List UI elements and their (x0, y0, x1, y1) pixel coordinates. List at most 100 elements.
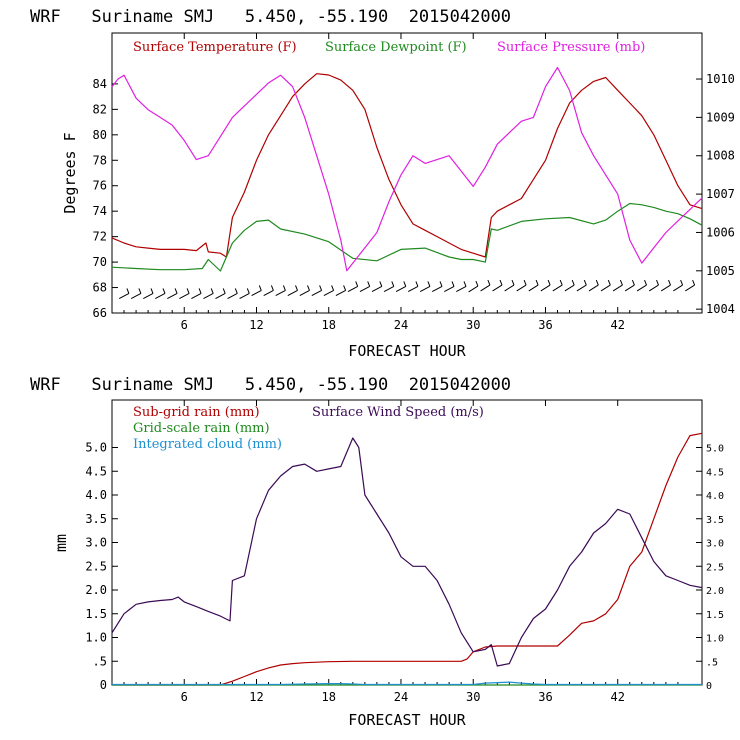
wind-barb (480, 284, 491, 292)
wind-barb (275, 289, 286, 297)
legend-grid-scale-rain: Grid-scale rain (mm) (133, 421, 270, 436)
wind-barb (600, 284, 611, 292)
wind-barb (155, 292, 166, 300)
wind-barb-flag (307, 285, 310, 291)
top-y-axis-label: Degrees F (61, 132, 79, 213)
bot-xtick-label: 6 (181, 690, 188, 704)
wind-barb-flag (523, 279, 527, 286)
wind-barb-flag (559, 279, 563, 286)
top-xtick-label: 24 (394, 318, 408, 332)
top-ytick-label: 76 (93, 179, 107, 193)
wind-barb (588, 284, 599, 292)
top-ytick-label: 66 (93, 306, 107, 320)
wind-barb-flag (186, 288, 190, 294)
wind-barb (359, 285, 370, 293)
top-ytick-label: 70 (93, 255, 107, 269)
bot-ytick-label: 1.5 (85, 607, 107, 621)
top-ytick-label: 80 (93, 128, 107, 142)
top-panel: WRF Suriname SMJ 5.450, -55.190 20150420… (30, 7, 735, 360)
integrated-cloud-line (112, 681, 702, 686)
wind-barb-flag (258, 285, 262, 291)
wind-barb (685, 284, 695, 292)
wind-barb (552, 284, 563, 292)
top-right-y-axis: 1004 1005 1006 1007 1008 1009 1010 (696, 72, 735, 316)
top-ytick-label: 68 (93, 281, 107, 295)
wind-barb-flag (391, 281, 395, 287)
wind-barb-flag (547, 279, 551, 286)
bot-y2tick-label: 2.5 (706, 562, 724, 573)
bot-ytick-label: 4.5 (85, 464, 107, 478)
wind-barb-flag (668, 279, 671, 286)
wind-barb-flag (138, 288, 142, 294)
wind-barb (299, 289, 310, 297)
bottom-y-axis-label: mm (52, 534, 70, 552)
dewpoint-line (111, 202, 703, 272)
wind-barb (251, 289, 262, 297)
legend-integrated-cloud: Integrated cloud (mm) (133, 437, 282, 452)
bot-xtick-label: 12 (249, 690, 263, 704)
bottom-series-group (111, 432, 703, 686)
wind-barb (167, 292, 178, 300)
wind-barb (528, 284, 539, 292)
wind-barb-flag (355, 281, 359, 287)
bot-xtick-label: 30 (466, 690, 480, 704)
wind-barb (673, 284, 683, 292)
top-y2tick-label: 1004 (706, 302, 735, 316)
wind-barb-flag (487, 279, 491, 286)
bot-y2tick-label: 0 (706, 681, 712, 692)
wind-barb-flag (607, 279, 611, 286)
bot-xtick-label: 18 (322, 690, 336, 704)
wind-barb (130, 292, 142, 300)
bottom-left-y-axis: 0 .5 1.0 1.5 2.0 2.5 3.0 3.5 4.0 4.5 5.0 (85, 441, 118, 692)
legend-surface-wind-speed: Surface Wind Speed (m/s) (312, 405, 484, 420)
bot-ytick-label: 2.0 (85, 583, 107, 597)
bot-y2tick-label: 2.0 (706, 586, 724, 597)
top-xtick-label: 18 (322, 318, 336, 332)
wind-barb-flag (415, 281, 419, 287)
wind-barb (456, 285, 467, 293)
wind-barb-flag (343, 285, 347, 291)
legend-subgrid-rain: Sub-grid rain (mm) (133, 405, 260, 420)
top-x-axis-label: FORECAST HOUR (348, 342, 466, 360)
wind-barb-flag (680, 279, 684, 286)
wind-barb (179, 292, 190, 300)
bot-xtick-label: 36 (538, 690, 552, 704)
wind-barb (383, 285, 395, 293)
temperature-line (111, 73, 703, 258)
bot-y2tick-label: .5 (706, 657, 718, 668)
wind-barb-flag (403, 281, 407, 287)
wind-barb (407, 285, 419, 293)
bottom-x-axis-label: FORECAST HOUR (348, 711, 466, 729)
bottom-right-y-axis: 0 .5 1.0 1.5 2.0 2.5 3.0 3.5 4.0 4.5 5.0 (696, 444, 724, 692)
wind-barb-flag (295, 285, 298, 291)
bot-ytick-label: 1.0 (85, 631, 107, 645)
wind-barb (431, 285, 443, 293)
wind-barb-flag (619, 279, 623, 286)
wind-barb-flag (198, 288, 202, 294)
wind-barb (239, 292, 250, 300)
wind-barb (576, 284, 587, 292)
wind-barb (335, 289, 346, 297)
bot-y2tick-label: 1.0 (706, 634, 724, 645)
top-panel-header: WRF Suriname SMJ 5.450, -55.190 20150420… (30, 7, 511, 27)
top-ytick-label: 74 (93, 204, 107, 218)
top-y2tick-label: 1010 (706, 72, 735, 86)
wind-barb-flag (644, 279, 647, 286)
wind-barb-flag (331, 285, 335, 291)
wind-barb-flag (174, 288, 178, 294)
bottom-panel-header: WRF Suriname SMJ 5.450, -55.190 20150420… (30, 375, 511, 395)
wind-barb (612, 284, 623, 292)
top-xtick-label: 42 (610, 318, 624, 332)
wind-barb-flag (210, 288, 214, 294)
bot-y2tick-label: 4.0 (706, 491, 724, 502)
bot-y2tick-label: 3.0 (706, 539, 724, 550)
wind-barb (540, 284, 551, 292)
wind-barb-flag (234, 288, 238, 294)
wind-barb (143, 292, 154, 300)
wind-barb (395, 285, 407, 293)
wind-barb-flag (451, 281, 455, 287)
bot-ytick-label: 4.0 (85, 488, 107, 502)
wind-barb-flag (379, 281, 383, 287)
